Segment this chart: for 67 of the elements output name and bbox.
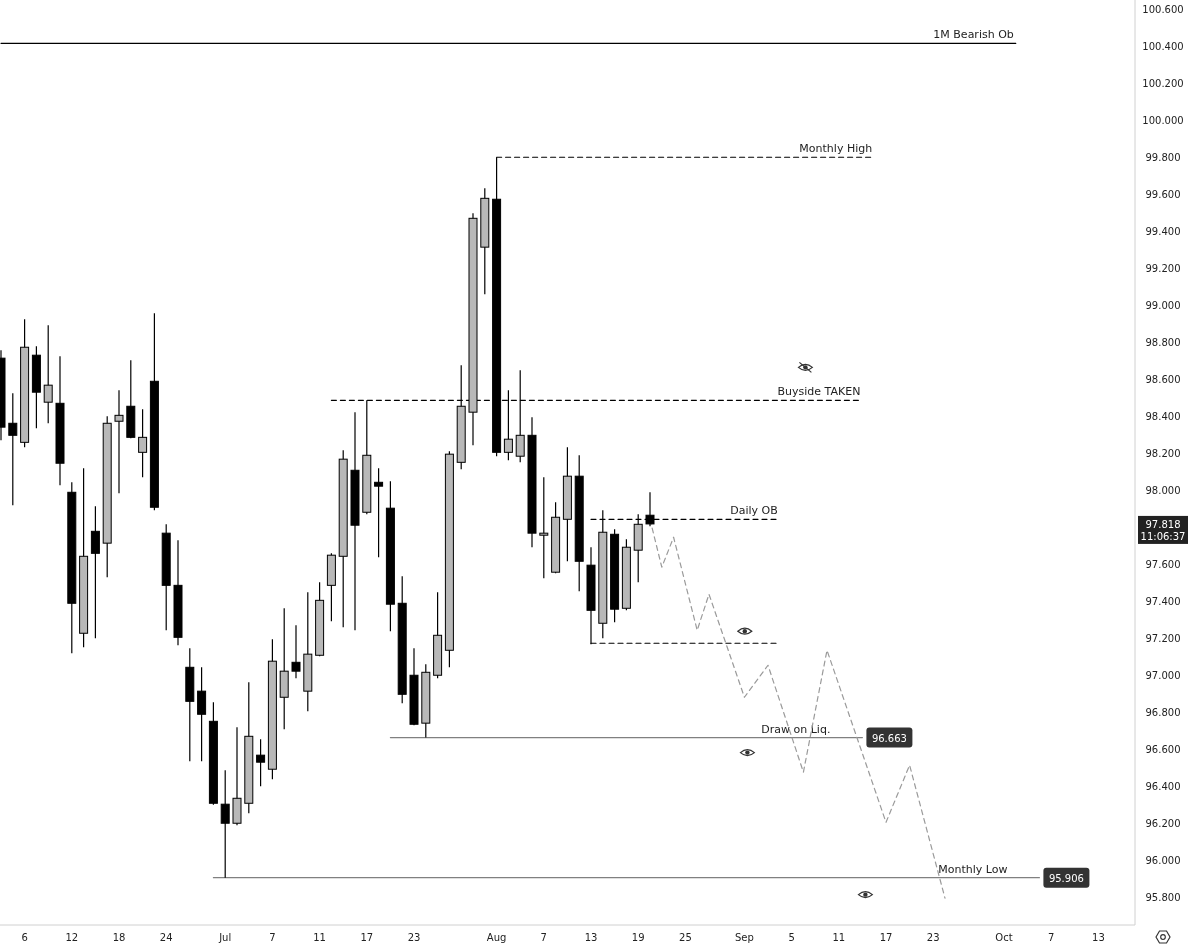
x-tick-label: 24	[159, 932, 173, 943]
y-tick-label: 97.400	[1145, 596, 1181, 608]
x-tick-label: 13	[1092, 932, 1105, 943]
series-label: Daily OB	[730, 504, 778, 518]
y-tick-label: 100.000	[1142, 115, 1184, 127]
series-label: 1M Bearish Ob	[933, 28, 1014, 42]
candlestick	[291, 624, 301, 679]
y-tick-label: 97.000	[1145, 670, 1181, 682]
data-label: 95.906	[1048, 872, 1084, 884]
x-tick-label: 7	[1048, 932, 1055, 943]
x-tick-label: 17	[879, 932, 893, 943]
y-tick-label: 98.600	[1145, 374, 1181, 386]
y-tick-label: 98.200	[1145, 448, 1181, 460]
y-tick-label: 100.400	[1142, 41, 1184, 53]
candlestick	[8, 392, 18, 506]
x-tick-label: 12	[65, 932, 79, 943]
y-tick-label: 96.600	[1145, 744, 1181, 756]
y-tick-label: 96.400	[1145, 781, 1181, 793]
candlestick	[90, 505, 100, 639]
series-label: Draw on Liq.	[761, 722, 831, 736]
y-tick-label: 99.600	[1145, 189, 1181, 201]
series-label: Buyside TAKEN	[777, 385, 861, 399]
text: 97.818	[1145, 518, 1181, 530]
y-tick-label: 100.200	[1142, 78, 1184, 90]
x-tick-label: 25	[679, 932, 692, 943]
candlestick	[539, 476, 549, 579]
candlestick	[114, 389, 124, 494]
candlestick	[220, 769, 230, 879]
x-tick-label: Oct	[995, 932, 1013, 943]
data-label: 96.663	[871, 732, 907, 744]
y-tick-label: 96.800	[1145, 707, 1181, 719]
series-label: Monthly Low	[938, 862, 1008, 876]
x-tick-label: 17	[360, 932, 374, 943]
y-tick-label: 99.000	[1145, 300, 1181, 312]
y-tick-label: 96.200	[1145, 818, 1181, 830]
y-tick-label: 99.400	[1145, 226, 1181, 238]
x-tick-label: 11	[832, 932, 846, 943]
candlestick	[197, 666, 207, 762]
text: 11:06:37	[1140, 530, 1186, 542]
x-tick-label: 7	[269, 932, 276, 943]
x-tick-label: 7	[540, 932, 547, 943]
x-tick-label: 23	[926, 932, 940, 943]
x-tick-label: 6	[21, 932, 28, 943]
x-tick-label: 13	[584, 932, 598, 943]
x-tick-label: 19	[631, 932, 645, 943]
y-tick-label: 98.000	[1145, 485, 1181, 497]
y-tick-label: 99.800	[1145, 152, 1181, 164]
x-tick-label: Aug	[486, 932, 507, 943]
y-tick-label: 97.600	[1145, 559, 1181, 571]
y-tick-label: 96.000	[1145, 855, 1181, 867]
y-tick-label: 98.400	[1145, 411, 1181, 423]
x-tick-label: 5	[788, 932, 795, 943]
x-tick-label: 11	[313, 932, 326, 943]
x-tick-label: Sep	[734, 932, 754, 943]
y-tick-label: 98.800	[1145, 337, 1181, 349]
x-tick-label: 23	[407, 932, 421, 943]
x-tick-label: Jul	[218, 932, 232, 943]
y-tick-label: 99.200	[1145, 263, 1181, 275]
y-tick-label: 95.800	[1145, 892, 1181, 904]
candlestick	[138, 408, 148, 478]
y-tick-label: 100.600	[1142, 4, 1184, 16]
x-tick-label: 18	[112, 932, 126, 943]
y-tick-label: 97.200	[1145, 633, 1181, 645]
series-label: Monthly High	[799, 142, 873, 156]
candlestick	[256, 738, 266, 787]
candlestick	[43, 324, 53, 424]
candlestick	[374, 467, 384, 558]
